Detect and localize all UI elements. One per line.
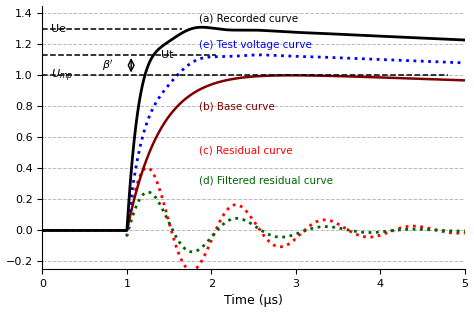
Text: (d) Filtered residual curve: (d) Filtered residual curve (199, 175, 333, 185)
Text: (c) Residual curve: (c) Residual curve (199, 146, 292, 156)
Text: (e) Test voltage curve: (e) Test voltage curve (199, 40, 311, 50)
Text: $\beta'$: $\beta'$ (102, 58, 114, 73)
Text: Ut: Ut (161, 50, 173, 60)
Text: (a) Recorded curve: (a) Recorded curve (199, 14, 298, 24)
X-axis label: Time (μs): Time (μs) (224, 295, 283, 307)
Text: (b) Base curve: (b) Base curve (199, 101, 274, 111)
Text: $U_{mp}$: $U_{mp}$ (51, 67, 73, 84)
Text: Ue: Ue (51, 24, 66, 34)
